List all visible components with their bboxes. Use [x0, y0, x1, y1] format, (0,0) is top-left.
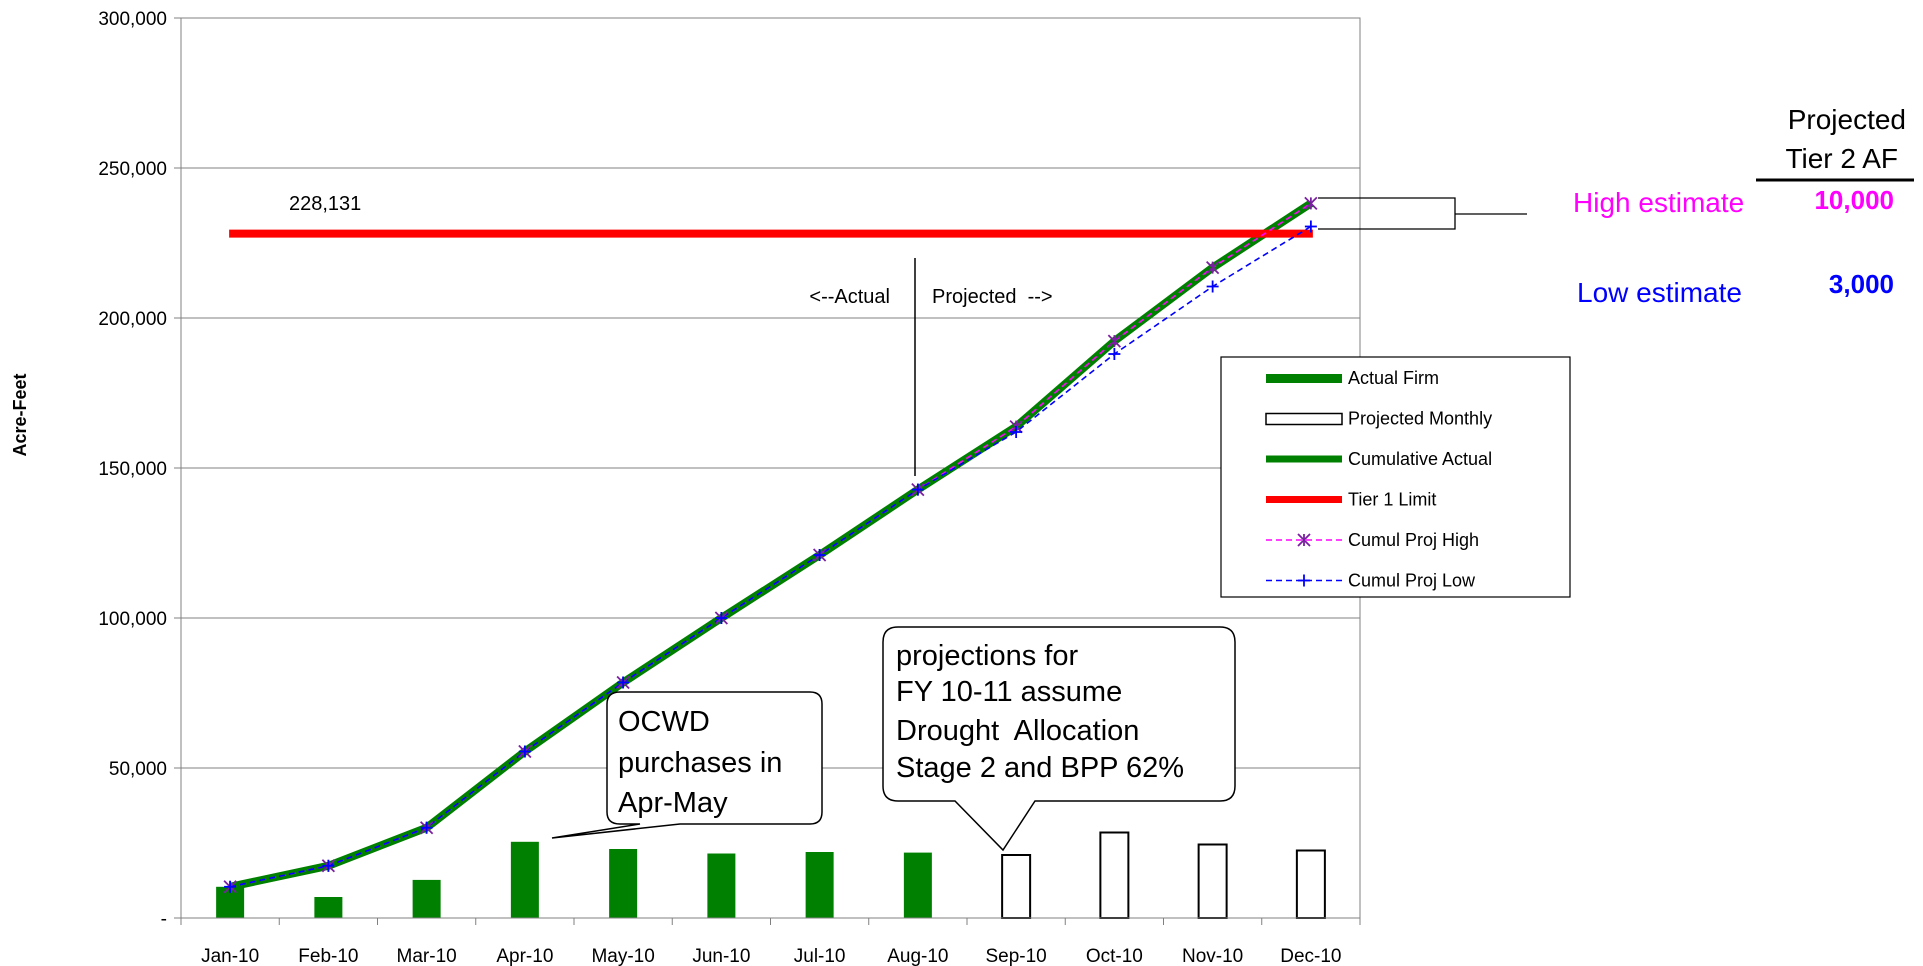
y-tick-label: 300,000: [98, 9, 167, 30]
legend-cumulative-actual: Cumulative Actual: [1266, 449, 1492, 469]
legend-cumul-proj-low-label: Cumul Proj Low: [1348, 571, 1476, 591]
y-tick-label: 100,000: [98, 609, 167, 630]
x-tick-label: Feb-10: [298, 946, 358, 966]
estimate-bracket-shape: [1318, 197, 1456, 230]
tier2-title-line-2: Tier 2 AF: [1785, 143, 1898, 174]
ocwd-callout-bubble: [551, 691, 823, 839]
legend-actual-firm-label: Actual Firm: [1348, 368, 1439, 388]
ocwd-callout-line-1: OCWD: [618, 706, 710, 738]
bar-projected-monthly: [1099, 831, 1130, 919]
bar-projected-monthly: [1295, 849, 1326, 919]
series-lines: [223, 196, 1318, 894]
projected-annotation: Projected -->: [932, 286, 1053, 308]
y-tick-label: 50,000: [109, 759, 167, 780]
bar-actual-firm: [609, 849, 638, 918]
actual-annotation: <--Actual: [809, 286, 890, 308]
y-tick-label: 150,000: [98, 459, 167, 480]
cumul-proj-low-marker: [715, 612, 728, 624]
legend-cumul-proj-high-label: Cumul Proj High: [1348, 530, 1479, 550]
legend-tier-1-limit-label: Tier 1 Limit: [1348, 490, 1436, 510]
legend-tier-1-limit: Tier 1 Limit: [1266, 490, 1436, 510]
low-estimate-value: 3,000: [1829, 269, 1894, 299]
high-estimate-label: High estimate: [1573, 187, 1744, 218]
cumul-proj-low-marker: [1304, 220, 1317, 233]
projections-callout-bubble: [882, 626, 1236, 852]
legend-cumul-proj-high-marker: [1297, 533, 1311, 547]
x-tick-label: Jun-10: [692, 946, 750, 966]
legend-projected-monthly-label: Projected Monthly: [1348, 409, 1492, 429]
projections-callout-line-1: projections for: [896, 640, 1078, 672]
tier1-limit-label: 228,131: [289, 193, 361, 215]
projections-callout-line-3: Drought Allocation: [896, 715, 1139, 747]
cumul-proj-high-marker: [1205, 260, 1220, 275]
legend-actual-firm: Actual Firm: [1266, 368, 1439, 388]
y-axis-title: Acre-Feet: [10, 373, 30, 456]
legend-cumulative-actual-label: Cumulative Actual: [1348, 449, 1492, 469]
bar-actual-firm: [707, 853, 736, 918]
bars: [216, 831, 1326, 919]
x-tick-label: Nov-10: [1182, 946, 1243, 966]
tier2-side-panel: Projected Tier 2 AF High estimate 10,000…: [1573, 104, 1914, 308]
cumul-proj-low-marker: [518, 745, 531, 758]
bar-actual-firm: [510, 841, 539, 918]
cumul-proj-low-marker: [617, 676, 630, 689]
x-tick-label: Mar-10: [397, 946, 457, 966]
x-tick-label: Jul-10: [794, 946, 846, 966]
cumul-proj-low-marker: [322, 859, 335, 872]
high-estimate-value: 10,000: [1814, 185, 1894, 215]
cumul-proj-low-line: [229, 225, 1312, 888]
cumul-proj-low-marker: [224, 880, 237, 893]
projections-callout: projections for FY 10-11 assume Drought …: [882, 626, 1236, 852]
x-tick-label: Aug-10: [887, 946, 948, 966]
cumul-proj-low-marker: [1206, 280, 1219, 293]
x-tick-label: Sep-10: [985, 946, 1046, 966]
cumul-proj-low-marker: [1108, 348, 1121, 360]
legend-projected-monthly-swatch: [1265, 412, 1343, 426]
bar-actual-firm: [903, 852, 932, 918]
bar-projected-monthly: [1197, 843, 1228, 919]
cumul-proj-high-marker: [1304, 196, 1318, 211]
cumul-proj-low-marker: [1010, 426, 1023, 438]
projections-callout-line-2: FY 10-11 assume: [896, 676, 1122, 708]
tier2-title-line-1: Projected: [1788, 104, 1906, 135]
y-tick-label: 250,000: [98, 159, 167, 180]
bar-actual-firm: [314, 897, 343, 918]
x-tick-label: May-10: [591, 946, 654, 966]
projections-callout-line-4: Stage 2 and BPP 62%: [896, 752, 1184, 784]
ocwd-callout-line-3: Apr-May: [618, 787, 728, 819]
legend-cumul-proj-high: Cumul Proj High: [1266, 530, 1479, 550]
bar-actual-firm: [412, 879, 441, 918]
legend-actual-firm-swatch: [1266, 374, 1342, 383]
cumul-proj-low-marker: [813, 549, 826, 561]
bar-actual-firm: [805, 852, 834, 918]
low-estimate-label: Low estimate: [1577, 277, 1742, 308]
y-tick-label: -: [161, 909, 167, 930]
legend-box: [1220, 356, 1571, 598]
ocwd-callout: OCWD purchases in Apr-May: [551, 691, 823, 839]
x-tick-label: Oct-10: [1086, 946, 1143, 966]
legend: Actual Firm Projected Monthly Cumulative A…: [1220, 356, 1571, 598]
cumul-proj-low-marker: [420, 821, 433, 834]
cumul-proj-high-marker: [1107, 334, 1122, 348]
x-tick-label: Apr-10: [496, 946, 553, 966]
cumul-proj-low-marker: [911, 483, 924, 496]
x-tick-label: Jan-10: [201, 946, 259, 966]
legend-cumul-proj-low-marker: [1298, 574, 1310, 587]
estimate-bracket: [1318, 197, 1527, 230]
ocwd-callout-line-2: purchases in: [618, 747, 782, 779]
cumulative-actual-line: [229, 200, 1314, 891]
bar-projected-monthly: [1001, 854, 1032, 919]
x-tick-label: Dec-10: [1280, 946, 1341, 966]
axes: - 50,000 100,000 150,000 200,000 250,000 300,0…: [98, 9, 1361, 966]
legend-projected-monthly: Projected Monthly: [1265, 409, 1492, 429]
legend-cumul-proj-low: Cumul Proj Low: [1266, 571, 1476, 591]
y-tick-label: 200,000: [98, 309, 167, 330]
